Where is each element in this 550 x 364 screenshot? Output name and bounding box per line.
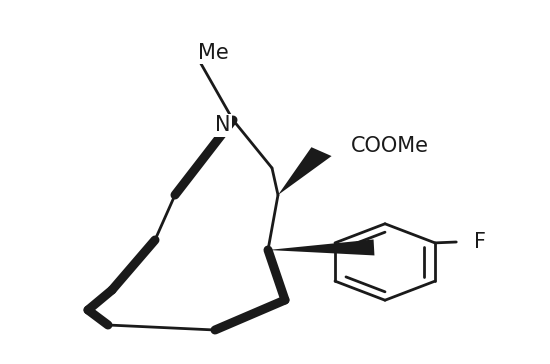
Text: Me: Me xyxy=(199,43,229,63)
Text: F: F xyxy=(474,232,486,252)
Polygon shape xyxy=(268,240,375,256)
Polygon shape xyxy=(278,147,332,195)
Text: COOMe: COOMe xyxy=(351,136,429,156)
Text: N: N xyxy=(216,115,231,135)
